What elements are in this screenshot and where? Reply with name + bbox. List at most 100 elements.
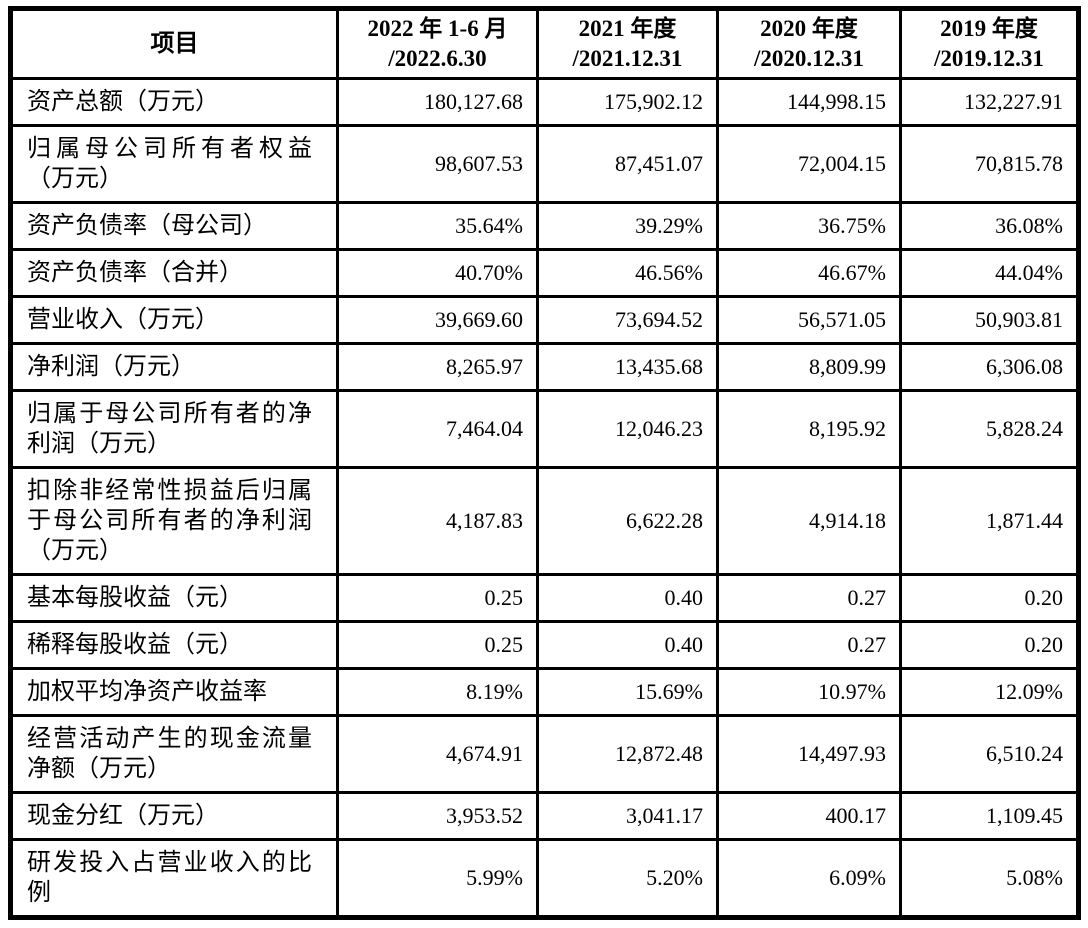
row-basic-eps: 基本每股收益（元） 0.25 0.40 0.27 0.20 xyxy=(9,573,1080,623)
value-2021: 0.40 xyxy=(536,620,719,670)
value-2022h1: 0.25 xyxy=(336,620,539,670)
value-2020: 14,497.93 xyxy=(716,714,902,794)
value-2021: 0.40 xyxy=(536,573,719,623)
row-debt-ratio-consolidated: 资产负债率（合并） 40.70% 46.56% 46.67% 44.04% xyxy=(9,248,1080,298)
period-title: 2020 年度 xyxy=(760,16,858,41)
value-2022h1: 3,953.52 xyxy=(336,791,539,841)
value-2022h1: 8.19% xyxy=(336,667,539,717)
row-label: 研发投入占营业收入的比例 xyxy=(9,838,339,919)
value-2022h1: 8,265.97 xyxy=(336,342,539,392)
value-2020: 56,571.05 xyxy=(716,295,902,345)
value-2019: 70,815.78 xyxy=(899,124,1080,204)
value-2020: 400.17 xyxy=(716,791,902,841)
value-2020: 6.09% xyxy=(716,838,902,919)
row-label: 现金分红（万元） xyxy=(9,791,339,841)
value-2019: 36.08% xyxy=(899,201,1080,251)
row-label: 资产总额（万元） xyxy=(9,77,339,127)
value-2021: 13,435.68 xyxy=(536,342,719,392)
value-2019: 6,306.08 xyxy=(899,342,1080,392)
row-label: 归属于母公司所有者的净利润（万元） xyxy=(9,389,339,469)
row-net-profit: 净利润（万元） 8,265.97 13,435.68 8,809.99 6,30… xyxy=(9,342,1080,392)
value-2021: 12,872.48 xyxy=(536,714,719,794)
period-date: /2020.12.31 xyxy=(754,46,864,71)
period-title: 2022 年 1-6 月 xyxy=(367,16,508,41)
value-2022h1: 4,187.83 xyxy=(336,466,539,576)
value-2019: 12.09% xyxy=(899,667,1080,717)
row-total-assets: 资产总额（万元） 180,127.68 175,902.12 144,998.1… xyxy=(9,77,1080,127)
value-2021: 12,046.23 xyxy=(536,389,719,469)
row-operating-revenue: 营业收入（万元） 39,669.60 73,694.52 56,571.05 5… xyxy=(9,295,1080,345)
row-label: 营业收入（万元） xyxy=(9,295,339,345)
value-2021: 3,041.17 xyxy=(536,791,719,841)
value-2022h1: 5.99% xyxy=(336,838,539,919)
value-2021: 5.20% xyxy=(536,838,719,919)
row-parent-equity: 归属母公司所有者权益（万元） 98,607.53 87,451.07 72,00… xyxy=(9,124,1080,204)
value-2022h1: 98,607.53 xyxy=(336,124,539,204)
row-debt-ratio-parent: 资产负债率（母公司） 35.64% 39.29% 36.75% 36.08% xyxy=(9,201,1080,251)
value-2022h1: 180,127.68 xyxy=(336,77,539,127)
value-2019: 5,828.24 xyxy=(899,389,1080,469)
value-2020: 8,809.99 xyxy=(716,342,902,392)
value-2020: 8,195.92 xyxy=(716,389,902,469)
value-2019: 132,227.91 xyxy=(899,77,1080,127)
value-2022h1: 4,674.91 xyxy=(336,714,539,794)
row-label: 加权平均净资产收益率 xyxy=(9,667,339,717)
value-2019: 0.20 xyxy=(899,620,1080,670)
period-date: /2019.12.31 xyxy=(934,46,1044,71)
row-net-profit-parent: 归属于母公司所有者的净利润（万元） 7,464.04 12,046.23 8,1… xyxy=(9,389,1080,469)
header-period-2022h1: 2022 年 1-6 月 /2022.6.30 xyxy=(336,7,539,80)
value-2021: 39.29% xyxy=(536,201,719,251)
value-2019: 50,903.81 xyxy=(899,295,1080,345)
period-date: /2021.12.31 xyxy=(572,46,683,71)
row-label: 资产负债率（合并） xyxy=(9,248,339,298)
header-row: 项目 2022 年 1-6 月 /2022.6.30 2021 年度 /2021… xyxy=(9,7,1080,80)
value-2019: 6,510.24 xyxy=(899,714,1080,794)
value-2021: 6,622.28 xyxy=(536,466,719,576)
value-2019: 44.04% xyxy=(899,248,1080,298)
header-period-2019: 2019 年度 /2019.12.31 xyxy=(899,7,1080,80)
value-2022h1: 40.70% xyxy=(336,248,539,298)
value-2020: 46.67% xyxy=(716,248,902,298)
value-2020: 144,998.15 xyxy=(716,77,902,127)
row-weighted-avg-roe: 加权平均净资产收益率 8.19% 15.69% 10.97% 12.09% xyxy=(9,667,1080,717)
row-operating-cash-flow: 经营活动产生的现金流量净额（万元） 4,674.91 12,872.48 14,… xyxy=(9,714,1080,794)
value-2022h1: 35.64% xyxy=(336,201,539,251)
financial-summary-table: 项目 2022 年 1-6 月 /2022.6.30 2021 年度 /2021… xyxy=(8,6,1081,920)
row-label: 扣除非经常性损益后归属于母公司所有者的净利润（万元） xyxy=(9,466,339,576)
value-2021: 175,902.12 xyxy=(536,77,719,127)
value-2022h1: 7,464.04 xyxy=(336,389,539,469)
value-2022h1: 0.25 xyxy=(336,573,539,623)
row-label: 稀释每股收益（元） xyxy=(9,620,339,670)
value-2020: 0.27 xyxy=(716,620,902,670)
header-item-label: 项目 xyxy=(9,7,339,80)
value-2022h1: 39,669.60 xyxy=(336,295,539,345)
row-diluted-eps: 稀释每股收益（元） 0.25 0.40 0.27 0.20 xyxy=(9,620,1080,670)
value-2019: 0.20 xyxy=(899,573,1080,623)
value-2021: 87,451.07 xyxy=(536,124,719,204)
row-label: 经营活动产生的现金流量净额（万元） xyxy=(9,714,339,794)
value-2020: 10.97% xyxy=(716,667,902,717)
row-net-profit-deducted-nonrecurring: 扣除非经常性损益后归属于母公司所有者的净利润（万元） 4,187.83 6,62… xyxy=(9,466,1080,576)
value-2020: 72,004.15 xyxy=(716,124,902,204)
row-cash-dividend: 现金分红（万元） 3,953.52 3,041.17 400.17 1,109.… xyxy=(9,791,1080,841)
row-rd-expense-ratio: 研发投入占营业收入的比例 5.99% 5.20% 6.09% 5.08% xyxy=(9,838,1080,919)
value-2021: 46.56% xyxy=(536,248,719,298)
row-label: 基本每股收益（元） xyxy=(9,573,339,623)
value-2020: 4,914.18 xyxy=(716,466,902,576)
header-period-2021: 2021 年度 /2021.12.31 xyxy=(536,7,719,80)
header-period-2020: 2020 年度 /2020.12.31 xyxy=(716,7,902,80)
period-title: 2019 年度 xyxy=(940,16,1038,41)
value-2020: 36.75% xyxy=(716,201,902,251)
value-2019: 5.08% xyxy=(899,838,1080,919)
value-2020: 0.27 xyxy=(716,573,902,623)
value-2021: 15.69% xyxy=(536,667,719,717)
row-label: 净利润（万元） xyxy=(9,342,339,392)
row-label: 资产负债率（母公司） xyxy=(9,201,339,251)
value-2019: 1,109.45 xyxy=(899,791,1080,841)
period-date: /2022.6.30 xyxy=(388,46,487,71)
value-2019: 1,871.44 xyxy=(899,466,1080,576)
value-2021: 73,694.52 xyxy=(536,295,719,345)
period-title: 2021 年度 xyxy=(578,16,677,41)
